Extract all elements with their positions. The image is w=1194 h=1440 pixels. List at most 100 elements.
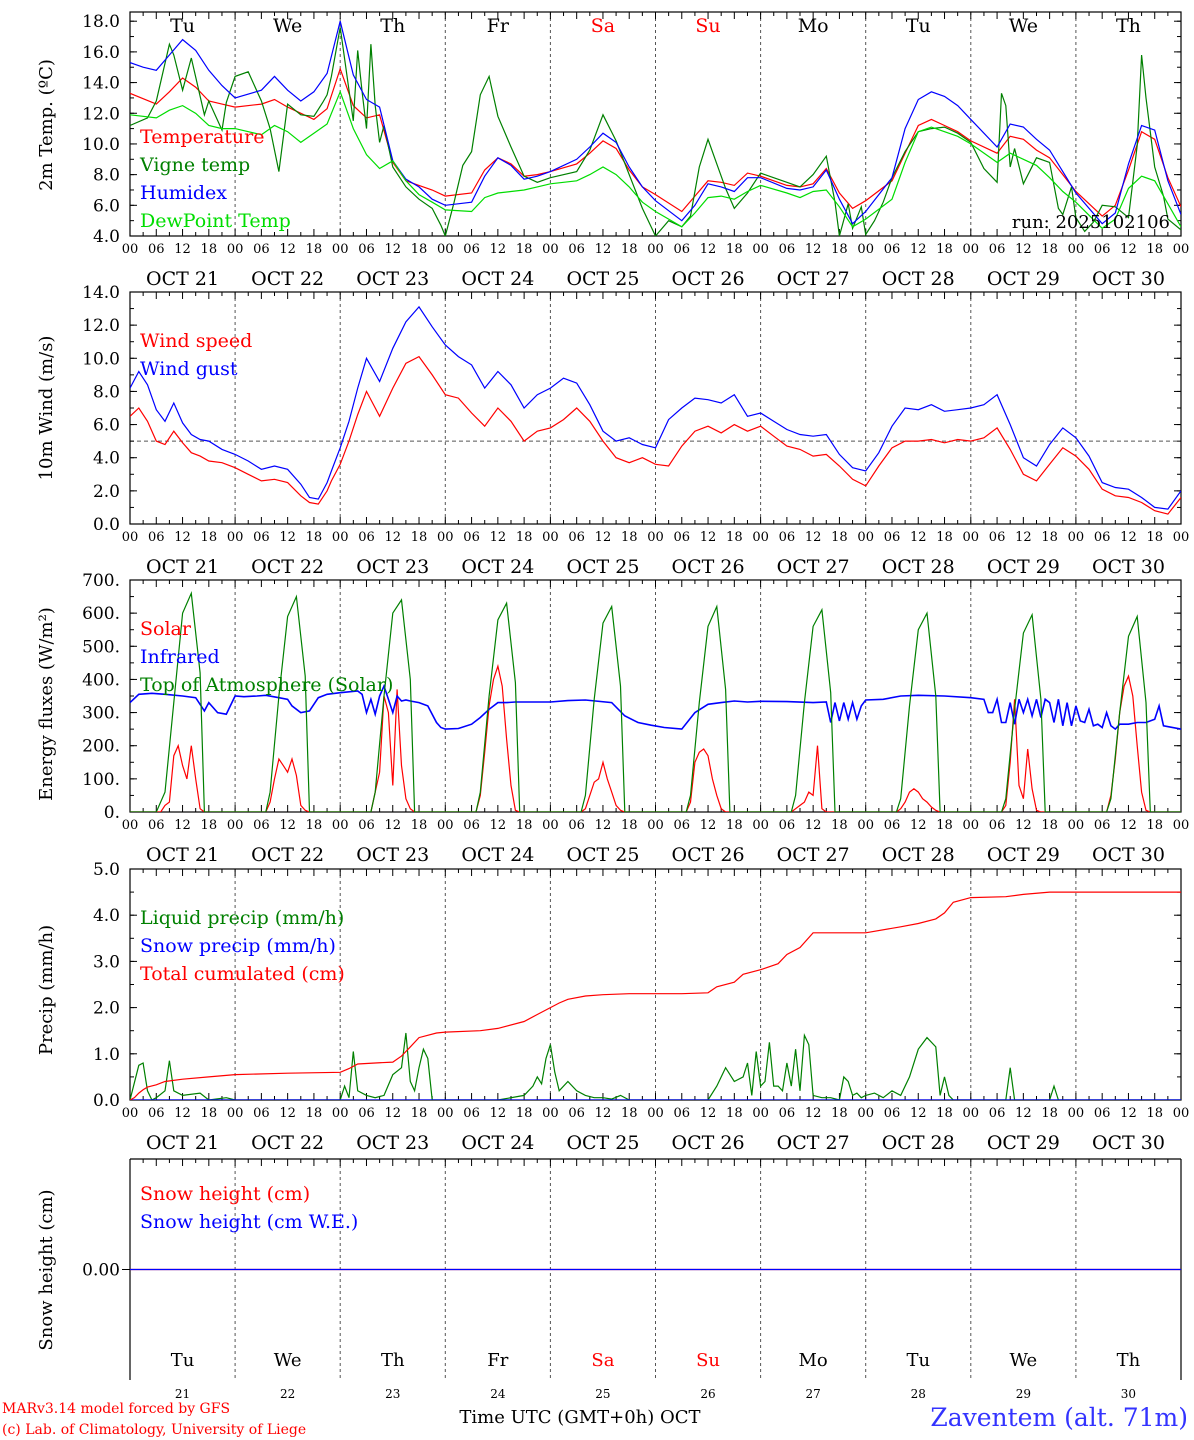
date-label: OCT 25 xyxy=(566,844,639,866)
hour-label: 06 xyxy=(568,818,585,833)
date-label: OCT 26 xyxy=(672,268,745,290)
legend-snow-height-cm-w-e: Snow height (cm W.E.) xyxy=(140,1211,358,1233)
hour-label: 12 xyxy=(910,530,927,545)
hour-label: 06 xyxy=(148,818,165,833)
hour-label: 06 xyxy=(884,1106,901,1121)
hour-label: 00 xyxy=(857,818,874,833)
date-label: OCT 23 xyxy=(356,1132,429,1154)
date-label: OCT 29 xyxy=(987,268,1060,290)
hour-label: 12 xyxy=(805,818,822,833)
hour-label: 12 xyxy=(1120,242,1137,257)
series-line-top-of-atmosphere-solar xyxy=(130,591,1181,812)
hour-label: 06 xyxy=(253,818,270,833)
weekday-label: Tu xyxy=(171,1350,195,1371)
hour-label: 18 xyxy=(936,242,953,257)
hour-label: 06 xyxy=(989,818,1006,833)
hour-label: 12 xyxy=(1120,530,1137,545)
hour-label: 00 xyxy=(227,818,244,833)
hour-label: 12 xyxy=(595,818,612,833)
weekday-label: Fr xyxy=(487,15,510,37)
weekday-label: Fr xyxy=(487,1350,508,1371)
hour-label: 06 xyxy=(358,818,375,833)
hour-label: 18 xyxy=(726,818,743,833)
date-label: OCT 22 xyxy=(251,1132,324,1154)
hour-label: 12 xyxy=(384,818,401,833)
hour-label: 18 xyxy=(621,242,638,257)
date-label: OCT 28 xyxy=(882,268,955,290)
hour-label: 06 xyxy=(884,818,901,833)
date-label: OCT 24 xyxy=(461,556,534,578)
y-tick-label: 0.0 xyxy=(93,1091,120,1111)
hour-label: 06 xyxy=(358,242,375,257)
hour-label: 00 xyxy=(857,242,874,257)
hour-label: 18 xyxy=(831,530,848,545)
weekday-label: We xyxy=(1009,15,1038,37)
y-tick-label: 6.0 xyxy=(93,416,120,436)
hour-label: 00 xyxy=(963,530,980,545)
hour-label: 00 xyxy=(1173,242,1190,257)
hour-label: 06 xyxy=(989,530,1006,545)
hour-label: 00 xyxy=(752,818,769,833)
hour-label: 18 xyxy=(201,1106,218,1121)
time-axis-month: OCT xyxy=(660,1407,701,1428)
hour-label: 18 xyxy=(1041,1106,1058,1121)
day-number-label: 25 xyxy=(595,1387,610,1401)
hour-label: 12 xyxy=(384,1106,401,1121)
run-label: run: 2025102106 xyxy=(1012,212,1170,233)
date-label: OCT 26 xyxy=(672,556,745,578)
date-label: OCT 23 xyxy=(356,556,429,578)
hour-label: 18 xyxy=(411,242,428,257)
hour-label: 00 xyxy=(647,242,664,257)
snow-height-panel: 0.00 Snow height (cm) Snow height (cm) Snow… xyxy=(36,1158,1182,1401)
hour-label: 06 xyxy=(358,530,375,545)
hour-label: 06 xyxy=(674,1106,691,1121)
date-label: OCT 26 xyxy=(672,1132,745,1154)
legend-snow-precip-mm-h: Snow precip (mm/h) xyxy=(140,935,336,957)
y-tick-label: 4.0 xyxy=(93,449,120,469)
hour-label: 00 xyxy=(227,1106,244,1121)
hour-label: 18 xyxy=(201,242,218,257)
hour-label: 18 xyxy=(201,530,218,545)
plot-frame xyxy=(129,11,1182,237)
hour-label: 18 xyxy=(621,530,638,545)
date-label: OCT 27 xyxy=(777,1132,850,1154)
hour-label: 06 xyxy=(1094,818,1111,833)
hour-label: 18 xyxy=(516,818,533,833)
hour-label: 12 xyxy=(384,242,401,257)
hour-label: 06 xyxy=(463,242,480,257)
date-label: OCT 30 xyxy=(1092,556,1165,578)
hour-label: 00 xyxy=(857,530,874,545)
y-tick-label: 3.0 xyxy=(93,952,120,972)
hour-label: 18 xyxy=(831,818,848,833)
hour-label: 12 xyxy=(805,1106,822,1121)
day-number-label: 28 xyxy=(911,1387,926,1401)
weekday-label: Tu xyxy=(170,15,195,37)
y-tick-label: 0.0 xyxy=(93,515,120,535)
hour-label: 18 xyxy=(936,1106,953,1121)
weekday-label: We xyxy=(273,15,302,37)
hour-label: 12 xyxy=(174,242,191,257)
hour-label: 00 xyxy=(542,1106,559,1121)
hour-label: 12 xyxy=(700,1106,717,1121)
weekday-label: Tu xyxy=(906,1350,930,1371)
hour-label: 06 xyxy=(1094,242,1111,257)
y-tick-label: 4.0 xyxy=(93,906,120,926)
y-tick-label: 18.0 xyxy=(82,12,120,32)
legend-infrared: Infrared xyxy=(140,646,220,668)
weekday-label: We xyxy=(1010,1350,1038,1371)
y-tick-label: 2.0 xyxy=(93,482,120,502)
weekday-label: Th xyxy=(1116,15,1141,37)
hour-label: 06 xyxy=(148,1106,165,1121)
legend-liquid-precip-mm-h: Liquid precip (mm/h) xyxy=(140,907,344,929)
hour-label: 12 xyxy=(595,530,612,545)
y-tick-label: 5.0 xyxy=(93,860,120,880)
hour-label: 00 xyxy=(542,818,559,833)
hour-label: 06 xyxy=(884,530,901,545)
hour-label: 00 xyxy=(542,530,559,545)
y-tick-label: 12.0 xyxy=(82,316,120,336)
y-tick-label: 14.0 xyxy=(82,74,120,94)
hour-label: 06 xyxy=(779,530,796,545)
station-name: Zaventem (alt. 71m) xyxy=(930,1403,1188,1432)
hour-label: 00 xyxy=(963,242,980,257)
date-label: OCT 26 xyxy=(672,844,745,866)
